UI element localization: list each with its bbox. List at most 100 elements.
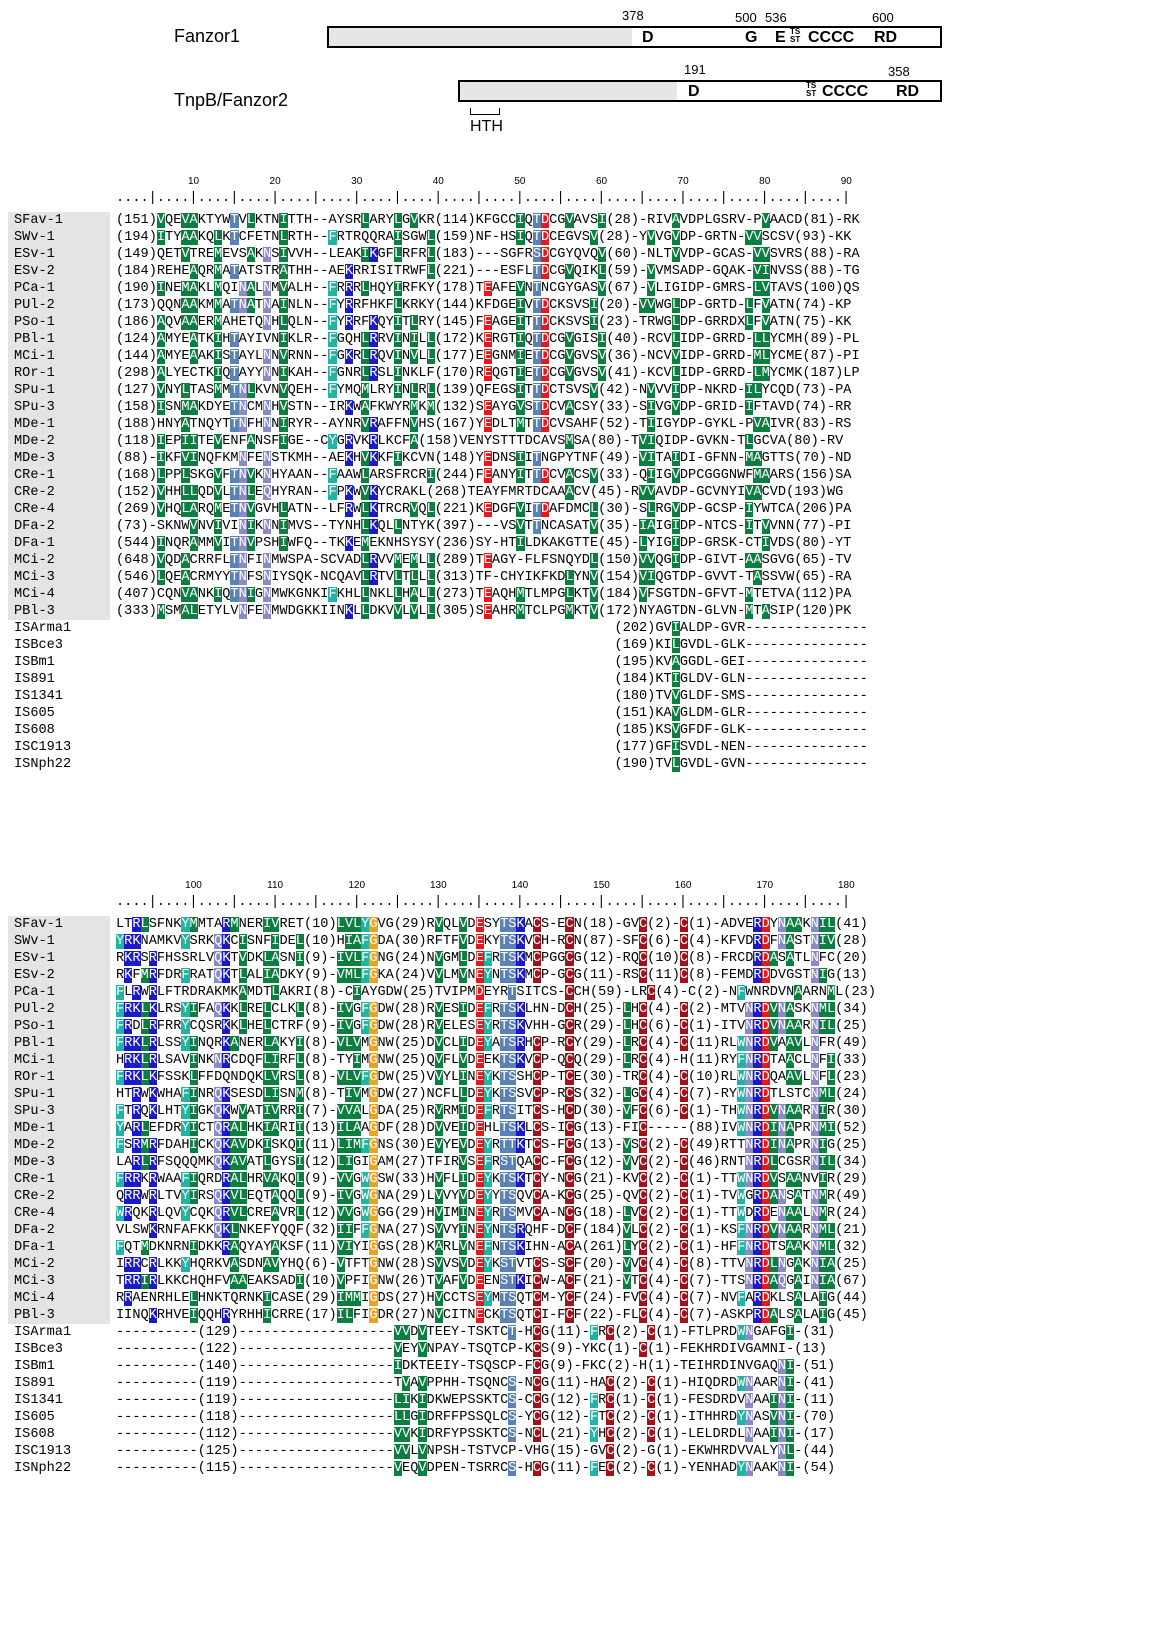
sequence-residues: (144)AMYEAAKISTAYLNNVRNN--FGKRLRQVINVLL(… [116, 349, 860, 364]
ruler-tick-label: 80 [759, 176, 771, 187]
tnpb-ts-st: TS ST [806, 81, 817, 98]
tnpb-pos-358: 358 [888, 64, 910, 79]
sequence-name: DFa-2 [14, 519, 55, 534]
sequence-residues: LTRLSFNKYMMTARMNERIVRET(10)LVLYGVG(29)RV… [116, 917, 868, 932]
sequence-name: PSo-1 [14, 315, 55, 330]
sequence-residues: RRAENRHLELHNKTQRNKICASE(29)IMMIGDS(27)HV… [116, 1291, 868, 1306]
tnpb-motif-rd: RD [896, 83, 920, 100]
sequence-name: CRe-2 [14, 1189, 55, 1204]
sequence-residues: YRKNAMKVYSRKQKCISNFIDEL(10)HIAFGDA(30)RF… [116, 934, 868, 949]
sequence-name: IS891 [14, 672, 55, 687]
sequence-residues: (177)GFISVDL-NEN--------------- [614, 740, 868, 755]
sequence-name: IS608 [14, 1427, 55, 1442]
fanzor1-motif-g: G [745, 29, 758, 46]
sequence-residues: FQTMDKNRNIDKKRAQYAYAKSF(11)VIYIGGS(28)KA… [116, 1240, 868, 1255]
ruler-tick-label: 170 [756, 880, 774, 891]
sequence-name: PUl-2 [14, 298, 55, 313]
alignment-block-1: 10 20 30 40 50 60 70 80 90 ....|....|....|....|.… [0, 176, 1175, 866]
sequence-name: CRe-2 [14, 485, 55, 500]
sequence-residues: FTRQKLHTYIGKQKWVATIVRRI(7)-VVALGDA(25)RV… [116, 1104, 868, 1119]
ruler-tick-label: 90 [840, 176, 852, 187]
sequence-name: PCa-1 [14, 985, 55, 1000]
sequence-name: SPu-1 [14, 1087, 55, 1102]
sequence-name: ISC1913 [14, 740, 72, 755]
hth-label: HTH [470, 118, 503, 135]
sequence-residues: (188)HNYATNQYTTNFHNNIRYR--AYNRVRAFFNVHS(… [116, 417, 852, 432]
ruler-ticks-1: 10 20 30 40 50 60 70 80 90 [0, 176, 1175, 190]
sequence-name: CRe-1 [14, 468, 55, 483]
sequence-residues: FLRWRLFTRDRAKMKAMDTLAKRI(8)-CIAYGDW(25)T… [116, 985, 876, 1000]
sequence-residues: (194)ITYAAKQLKTCFETNLRTH--FRTRQQRAISGWL(… [116, 230, 852, 245]
sequence-residues: FRKLKLRSYIFAQKKLRELCLKL(8)-IVGFGDW(28)RV… [116, 1002, 868, 1017]
sequence-residues: RKFMRFDRFRATQKTLALIADKY(9)-VMLFGKA(24)VV… [116, 968, 868, 983]
sequence-residues: (158)ISNMAKDYETNCMNHVSTN--IRKWAFKWYRMKM(… [116, 400, 852, 415]
sequence-name: PBl-1 [14, 332, 55, 347]
sequence-residues: (546)LQEACRMYYTNFSNIYSQK-NCQAVLRTVLTLLL(… [116, 570, 852, 585]
sequence-name: ISBm1 [14, 1359, 55, 1374]
sequence-name: SPu-3 [14, 400, 55, 415]
sequence-name: DFa-2 [14, 1223, 55, 1238]
hth-bracket [470, 108, 500, 115]
sequence-name: SFav-1 [14, 213, 63, 228]
sequence-name: IS605 [14, 1410, 55, 1425]
sequence-residues: (269)VHQLARQMETNVGVHLATN--LFRWLKTRCRVQL(… [116, 502, 852, 517]
fanzor1-motif-d: D [642, 29, 654, 46]
tnpb-pos-191: 191 [684, 62, 706, 77]
sequence-residues: ----------(140)-------------------IDKTEE… [116, 1359, 836, 1374]
sequence-name: SWv-1 [14, 230, 55, 245]
fanzor1-pos-536: 536 [765, 10, 787, 25]
sequence-name: ROr-1 [14, 366, 55, 381]
sequence-residues: TRRIRLKKCHQHFVAAEAKSADI(10)VPFIGNW(26)TV… [116, 1274, 868, 1289]
ruler-tick-label: 60 [595, 176, 608, 187]
fanzor1-pos-600: 600 [872, 10, 894, 25]
sequence-residues: (298)ALYECTKIQTAYYNNIKAH--FGNRLRSLINKLF(… [116, 366, 860, 381]
sequence-residues: (544)INQRAMMVITNVPSHIWFQ--TKKEMEKNHSYSY(… [116, 536, 852, 551]
sequence-residues: ----------(129)-------------------VVDVTE… [116, 1325, 836, 1340]
sequence-name: IS608 [14, 723, 55, 738]
name-column-shading-1 [8, 212, 110, 620]
sequence-residues: (190)INEMAKLMQINALNMVALH--FRRRLHQYIRFKY(… [116, 281, 860, 296]
sequence-name: ISArma1 [14, 621, 72, 636]
sequence-name: ISC1913 [14, 1444, 72, 1459]
ruler-tick-label: 130 [429, 880, 447, 891]
sequence-residues: FRDLRFRRYCQSRKKLHELCTRF(9)-IVGFGDW(28)RV… [116, 1019, 868, 1034]
sequence-name: CRe-4 [14, 1206, 55, 1221]
sequence-residues: (180)TVVGLDF-SMS--------------- [614, 689, 868, 704]
sequence-residues: (73)-SKNWVNVIVINIKNNIMVS--TYNHLKQLLNTYK(… [116, 519, 852, 534]
sequence-name: MCi-3 [14, 570, 55, 585]
sequence-residues: (333)MSMALETYLVNFENMWDGKKIINKLLDKVVLVLL(… [116, 604, 852, 619]
sequence-name: DFa-1 [14, 1240, 55, 1255]
sequence-residues: ----------(119)-------------------TVAVPP… [116, 1376, 836, 1391]
sequence-name: IS1341 [14, 1393, 63, 1408]
sequence-residues: ----------(122)-------------------VEYVNP… [116, 1342, 827, 1357]
ruler-tick-label: 140 [511, 880, 529, 891]
sequence-name: PUl-2 [14, 1002, 55, 1017]
sequence-name: ESv-2 [14, 264, 55, 279]
sequence-name: ROr-1 [14, 1070, 55, 1085]
sequence-residues: (149)QETVTREMEVSAKNSIVVH--LEAKIKGFLRFRL(… [116, 247, 860, 262]
sequence-name: PSo-1 [14, 1019, 55, 1034]
sequence-residues: (151)VQEVAKTYWTVLKTNITTH--AYSRLARYLGVKR(… [116, 213, 860, 228]
tnpb-bar [458, 80, 942, 102]
sequence-residues: LARLRFSQQQMKQKAVATLGYSI(12)LIGIGAM(27)TF… [116, 1155, 868, 1170]
sequence-name: MDe-1 [14, 1121, 55, 1136]
fanzor1-label: Fanzor1 [174, 26, 241, 46]
sequence-name: MDe-3 [14, 451, 55, 466]
sequence-residues: (168)LPPLSKGVFTNVKNHYAAN--FAAWLARSFRCRI(… [116, 468, 852, 483]
sequence-name: MCi-2 [14, 553, 55, 568]
sequence-residues: VLSWKRNFAFKKQKLNKEFYQQF(32)IIFFGNA(27)SV… [116, 1223, 868, 1238]
fanzor1-bar [327, 26, 942, 48]
sequence-name: MCi-3 [14, 1274, 55, 1289]
sequence-name: MCi-4 [14, 587, 55, 602]
sequence-residues: (195)KVAGGDL-GEI--------------- [614, 655, 868, 670]
ruler-tick-label: 20 [269, 176, 281, 187]
sequence-name: ESv-1 [14, 247, 55, 262]
fanzor1-motif-rd: RD [874, 29, 898, 46]
sequence-name: MCi-4 [14, 1291, 55, 1306]
ruler-tick-label: 50 [514, 176, 526, 187]
sequence-name: ISArma1 [14, 1325, 72, 1340]
sequence-name: MDe-3 [14, 1155, 55, 1170]
sequence-name: MCi-1 [14, 349, 55, 364]
sequence-name: MDe-1 [14, 417, 55, 432]
sequence-name: CRe-1 [14, 1172, 55, 1187]
